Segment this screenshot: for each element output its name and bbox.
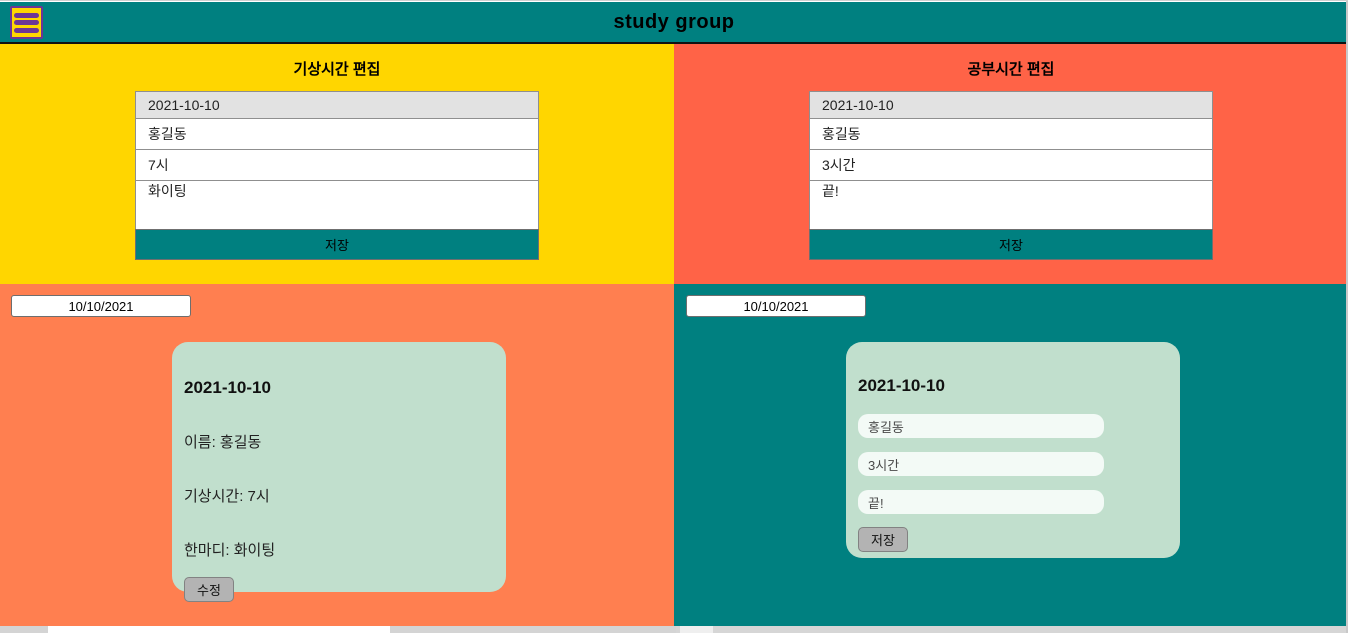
study-edit-panel: 공부시간 편집 2021-10-10 끝! 저장 [674,44,1348,284]
wake-view-panel: 2021-10-10 이름: 홍길동 기상시간: 7시 한마디: 화이팅 수정 [0,284,674,626]
study-card-time-input[interactable] [858,452,1104,476]
wake-save-button[interactable]: 저장 [135,229,539,260]
study-name-input[interactable] [809,118,1213,150]
wake-view-date-picker[interactable] [11,295,191,317]
study-time-input[interactable] [809,149,1213,181]
wake-card-edit-button[interactable]: 수정 [184,577,234,602]
wake-card-date: 2021-10-10 [184,378,271,397]
right-horizontal-scrollbar[interactable] [676,626,1348,633]
left-scrollbar-thumb[interactable] [48,626,390,633]
wake-view-card: 2021-10-10 이름: 홍길동 기상시간: 7시 한마디: 화이팅 수정 [172,342,506,602]
study-card-name-input[interactable] [858,414,1104,438]
study-card-date: 2021-10-10 [858,376,945,395]
hamburger-menu-button[interactable] [10,6,43,39]
study-date-field[interactable]: 2021-10-10 [809,91,1213,119]
wake-name-input[interactable] [135,118,539,150]
app-header: study group [0,2,1348,44]
study-save-button[interactable]: 저장 [809,229,1213,260]
wake-comment-textarea[interactable]: 화이팅 [135,180,539,230]
app-title: study group [613,10,735,33]
hamburger-icon [14,12,39,18]
study-view-panel: 2021-10-10 저장 [674,284,1348,626]
wake-edit-panel: 기상시간 편집 2021-10-10 화이팅 저장 [0,44,674,284]
wake-edit-title: 기상시간 편집 [293,61,381,78]
hamburger-icon [14,20,39,25]
wake-time-input[interactable] [135,149,539,181]
wake-card-comment-line: 한마디: 화이팅 [184,542,276,559]
wake-card-name-line: 이름: 홍길동 [184,434,262,451]
study-card-save-button[interactable]: 저장 [858,527,908,552]
right-scrollbar-thumb[interactable] [680,626,713,633]
hamburger-icon [14,27,39,33]
study-comment-textarea[interactable]: 끝! [809,180,1213,230]
wake-edit-form: 2021-10-10 화이팅 저장 [135,91,539,260]
study-view-card: 2021-10-10 저장 [846,342,1180,558]
study-view-date-picker[interactable] [686,295,866,317]
wake-date-field[interactable]: 2021-10-10 [135,91,539,119]
window-right-edge [1346,1,1348,633]
study-edit-title: 공부시간 편집 [967,61,1055,78]
left-horizontal-scrollbar[interactable] [0,626,676,633]
study-edit-form: 2021-10-10 끝! 저장 [809,91,1213,260]
wake-card-time-line: 기상시간: 7시 [184,488,270,505]
study-card-comment-input[interactable] [858,490,1104,514]
